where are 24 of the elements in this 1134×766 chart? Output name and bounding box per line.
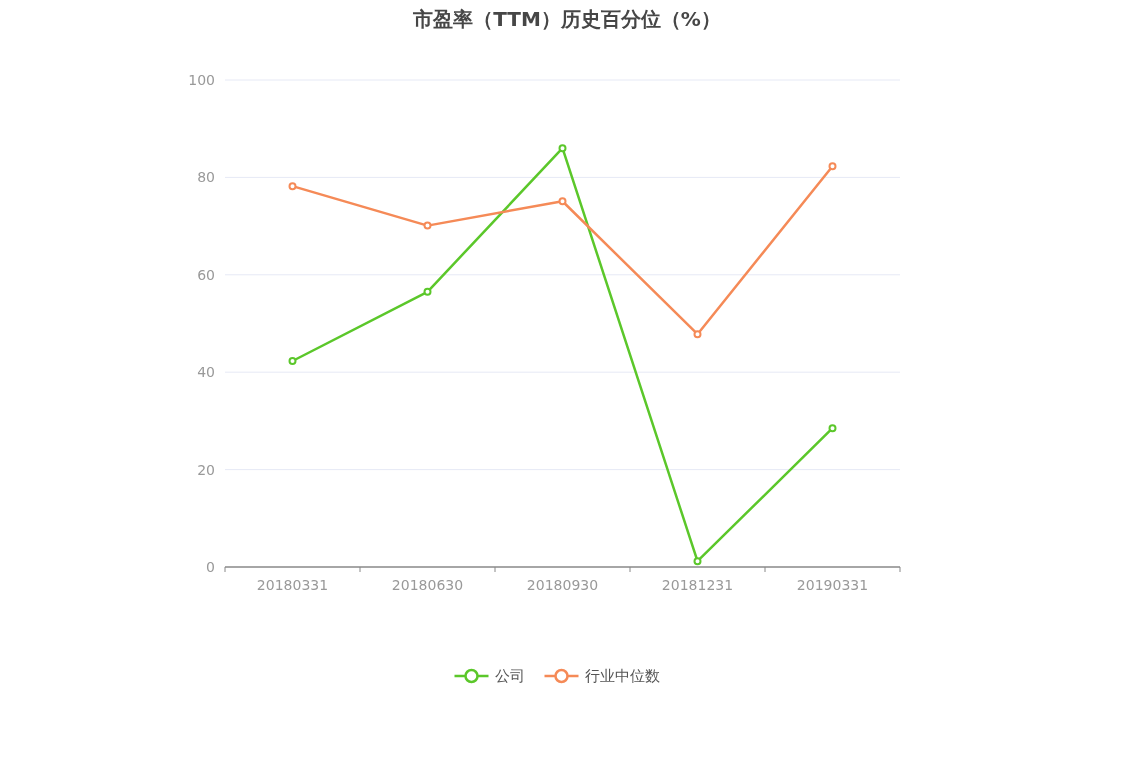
- point: [828, 162, 837, 171]
- legend-label: 行业中位数: [584, 667, 660, 685]
- y-tick-label: 100: [188, 72, 215, 88]
- x-tick-label: 20190331: [796, 577, 869, 593]
- legend-label: 公司: [494, 667, 525, 685]
- x-tick-label: 20180930: [526, 577, 599, 593]
- point: [423, 287, 432, 296]
- point: [558, 197, 567, 206]
- point: [423, 221, 432, 230]
- y-tick-label: 20: [197, 461, 215, 478]
- x-tick-label: 20180630: [391, 577, 464, 593]
- point: [693, 557, 702, 566]
- x-tick-label: 20181231: [661, 577, 734, 593]
- point: [288, 357, 297, 365]
- y-tick-label: 0: [206, 559, 215, 575]
- point: [693, 330, 702, 339]
- point: [288, 182, 297, 191]
- point: [558, 144, 567, 153]
- x-tick-label: 20180331: [256, 577, 329, 593]
- chart-title: 市盈率（TTM）历史百分位（%）: [412, 7, 721, 31]
- y-tick-label: 60: [197, 266, 215, 283]
- point: [828, 424, 837, 433]
- y-tick-label: 40: [197, 364, 215, 381]
- y-tick-label: 80: [197, 169, 215, 186]
